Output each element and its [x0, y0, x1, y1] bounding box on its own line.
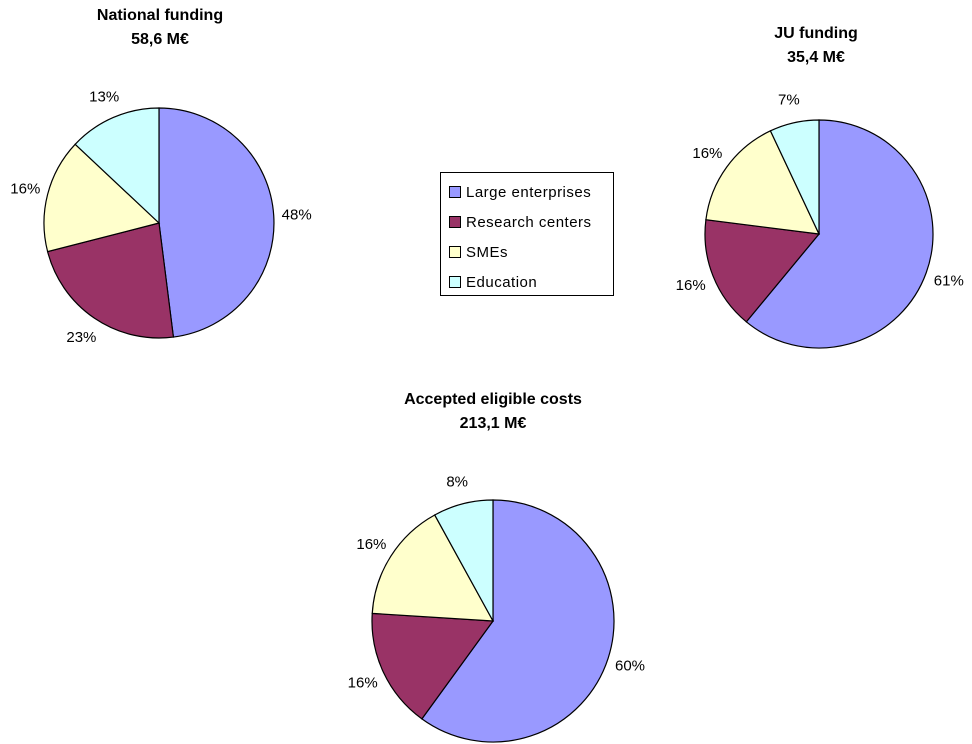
pie-slice-eligible-smes: [371, 514, 495, 622]
legend-swatch: [449, 276, 461, 288]
chart-title: JU funding: [774, 25, 858, 42]
chart-subtitle: 213,1 M€: [459, 415, 527, 432]
pie-label-ju-education: 7%: [778, 91, 800, 108]
legend-swatch: [449, 186, 461, 198]
legend-item-smes: SMEs: [449, 237, 613, 267]
pie-label-eligible-smes: 16%: [356, 536, 386, 553]
pie-slice-national-smes: [43, 143, 161, 253]
pie-label-national-education: 13%: [89, 88, 119, 105]
pie-label-national-large-enterprises: 48%: [282, 206, 312, 223]
pie-label-eligible-research-centers: 16%: [348, 674, 378, 691]
pie-label-ju-large-enterprises: 61%: [934, 273, 964, 290]
legend-label: Education: [466, 273, 538, 291]
chart-subtitle: 58,6 M€: [131, 31, 189, 48]
pie-slice-national-research-centers: [46, 222, 175, 339]
pie-label-eligible-large-enterprises: 60%: [615, 658, 645, 675]
chart-title-national: National funding 58,6 M€: [0, 4, 320, 52]
legend-swatch: [449, 246, 461, 258]
legend-item-large-enterprises: Large enterprises: [449, 177, 613, 207]
pie-slice-ju-research-centers: [704, 219, 821, 323]
chart-title-eligible: Accepted eligible costs 213,1 M€: [333, 388, 653, 436]
pie-slice-national-education: [74, 107, 160, 225]
legend-item-research-centers: Research centers: [449, 207, 613, 237]
legend: Large enterprises Research centers SMEs …: [440, 172, 614, 296]
pie-label-eligible-education: 8%: [446, 474, 468, 491]
pie-slice-ju-education: [769, 119, 820, 235]
pie-label-ju-research-centers: 16%: [676, 277, 706, 294]
pie-slice-ju-large-enterprises: [745, 119, 934, 349]
legend-item-education: Education: [449, 267, 613, 297]
pie-slice-eligible-large-enterprises: [421, 499, 615, 743]
pie-label-national-research-centers: 23%: [66, 329, 96, 346]
legend-label: Large enterprises: [466, 183, 592, 201]
pie-slice-national-large-enterprises: [158, 107, 275, 338]
pie-slice-ju-smes: [705, 130, 821, 235]
legend-label: SMEs: [466, 243, 509, 261]
chart-title: Accepted eligible costs: [404, 391, 582, 408]
pie-slice-eligible-research-centers: [371, 612, 495, 720]
pie-label-national-smes: 16%: [10, 181, 40, 198]
pie-label-ju-smes: 16%: [692, 145, 722, 162]
legend-label: Research centers: [466, 213, 592, 231]
chart-title: National funding: [96, 7, 224, 24]
pie-slice-eligible-education: [433, 499, 494, 622]
legend-swatch: [449, 216, 461, 228]
chart-title-ju: JU funding 35,4 M€: [656, 22, 972, 70]
chart-subtitle: 35,4 M€: [787, 49, 845, 66]
